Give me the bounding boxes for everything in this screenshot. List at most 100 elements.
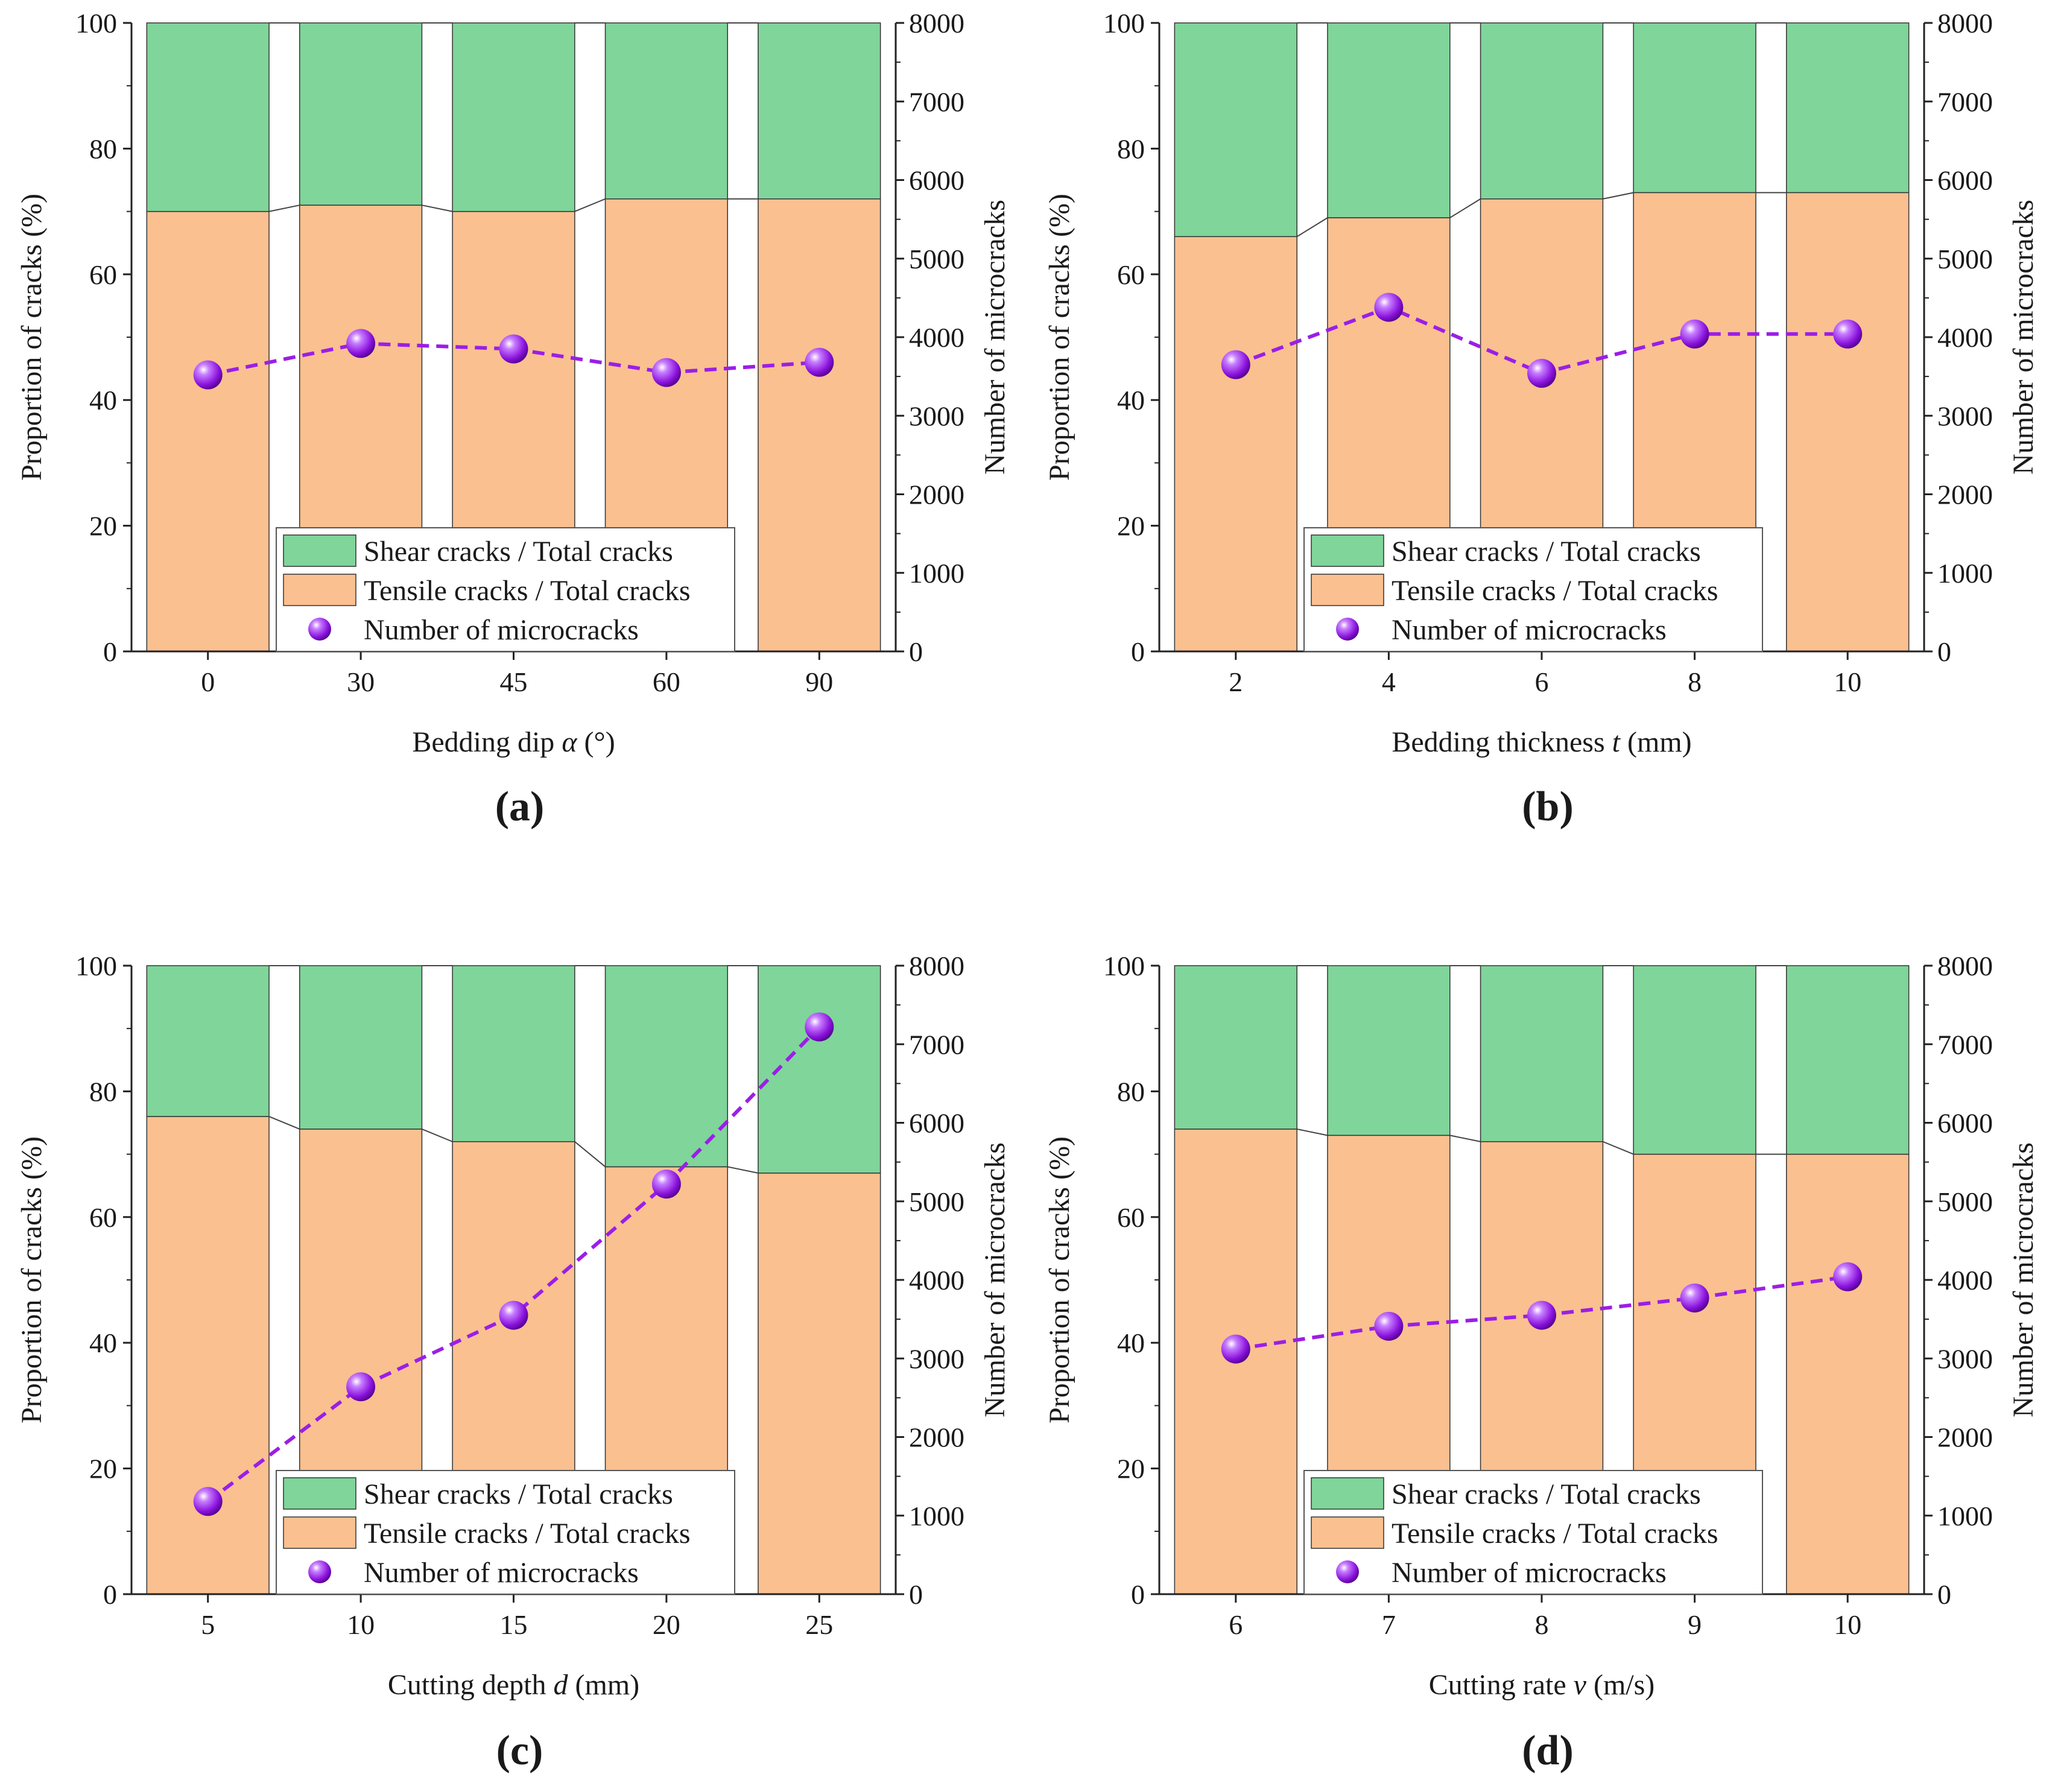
legend-label-microcracks: Number of microcracks [364,614,639,646]
y-axis-title: Proportion of cracks (%) [16,194,48,481]
y-tick-label: 40 [1117,1328,1145,1358]
y2-tick-label: 0 [1937,636,1951,667]
bar-connector-line [1297,1128,1328,1136]
bar-connector-line [268,204,300,212]
legend-marker-microcracks [1336,618,1359,641]
tensile-bar [1786,1153,1910,1595]
legend-label-tensile: Tensile cracks / Total cracks [1392,575,1718,607]
y2-tick-label: 5000 [1937,1186,1993,1217]
y2-tick-label: 3000 [1937,401,1993,431]
x-axis-title-prefix: Bedding dip [412,726,562,758]
microcracks-point [499,1300,528,1330]
x-axis-title: Cutting rate v (m/s) [1429,1669,1655,1701]
microcracks-point [651,1170,681,1199]
microcracks-point [1680,1283,1709,1312]
bar-connector-line [1449,198,1481,218]
microcracks-point [651,358,681,387]
tensile-bar [146,1116,270,1595]
x-tick-label: 4 [1382,666,1396,697]
legend-label-tensile: Tensile cracks / Total cracks [364,575,691,607]
y-tick-label: 60 [89,1202,117,1233]
legend-swatch-shear [283,534,356,567]
x-axis-title: Bedding thickness t (mm) [1392,726,1691,758]
y2-tick-label: 1000 [1937,1501,1993,1531]
y2-tick-label: 2000 [909,1422,964,1453]
y-tick-label: 80 [1117,1076,1145,1107]
shear-bar [1480,22,1604,200]
shear-bar [1633,22,1756,194]
legend: Shear cracks / Total cracks Tensile crack… [276,527,735,652]
legend-swatch-shear [1311,1477,1384,1510]
shear-bar [452,22,575,212]
y2-tick-label: 1000 [1937,558,1993,589]
legend-label-microcracks: Number of microcracks [364,1557,639,1589]
microcracks-point [1833,319,1863,349]
x-axis-title-suffix: (mm) [1620,726,1692,758]
legend: Shear cracks / Total cracks Tensile crack… [1303,527,1763,652]
y-axis-title: Proportion of cracks (%) [16,1136,48,1423]
microcracks-point [346,329,376,358]
x-tick-label: 30 [347,666,375,697]
tensile-bar [758,198,881,652]
y2-tick-label: 6000 [909,165,964,196]
bar-connector-line [1296,217,1328,238]
legend-label-microcracks: Number of microcracks [1392,1557,1667,1589]
y2-tick-label: 1000 [909,558,964,589]
y-tick-label: 20 [89,511,117,542]
microcracks-point [1680,319,1709,349]
y-tick-label: 0 [1131,636,1145,667]
microcracks-line [206,1025,821,1503]
y2-tick-label: 5000 [909,1186,964,1217]
panel-label: (c) [496,1727,543,1774]
y-tick-label: 100 [1103,8,1145,39]
shear-bar [1633,965,1756,1155]
legend-swatch-tensile [283,1516,356,1549]
y2-tick-label: 7000 [1937,86,1993,117]
x-tick-label: 9 [1688,1609,1702,1640]
shear-bar [1327,965,1451,1136]
y-tick-label: 100 [75,8,117,39]
chart-panel-c: 0204060801000100020003000400050006000700… [16,951,1011,1774]
microcracks-line [1235,1274,1848,1351]
x-tick-label: 0 [201,666,215,697]
y-tick-label: 60 [1117,259,1145,290]
shear-bar [1480,965,1604,1142]
y2-tick-label: 7000 [909,86,964,117]
y2-axis-title: Number of microcracks [979,200,1011,475]
shear-bar [604,965,729,1168]
y2-tick-label: 5000 [909,244,964,274]
y-tick-label: 0 [103,636,117,667]
x-axis-title-suffix: (mm) [568,1669,640,1701]
chart-panel-d: 0204060801000100020003000400050006000700… [1043,951,2039,1774]
microcracks-point [1221,1334,1250,1364]
bar-connector-line [1603,1141,1634,1155]
x-axis-title-variable: d [554,1669,569,1701]
x-axis-title-variable: t [1612,726,1621,758]
shear-bar [299,22,423,206]
legend-swatch-shear [283,1477,356,1510]
legend: Shear cracks / Total cracks Tensile crack… [276,1470,735,1595]
legend-swatch-shear [1311,534,1384,567]
x-tick-label: 5 [201,1609,215,1640]
y2-tick-label: 8000 [909,8,964,39]
x-axis-title-prefix: Cutting rate [1429,1669,1574,1701]
x-tick-label: 60 [653,666,680,697]
y2-tick-label: 4000 [1937,322,1993,353]
x-tick-label: 20 [653,1609,680,1640]
legend-swatch-tensile [283,574,356,606]
chart-panel-a: 0204060801000100020003000400050006000700… [16,8,1011,830]
y2-tick-label: 4000 [909,322,964,353]
x-axis-title-prefix: Cutting depth [388,1669,554,1701]
y-axis-title: Proportion of cracks (%) [1043,194,1075,481]
shear-bar [299,965,423,1130]
x-tick-label: 90 [805,666,833,697]
x-tick-label: 10 [347,1609,375,1640]
y2-axis-title: Number of microcracks [2007,200,2039,475]
legend-swatch-tensile [1311,1516,1384,1549]
y-axis-title: Proportion of cracks (%) [1043,1136,1075,1423]
x-axis-title-variable: α [562,726,577,758]
x-axis-title-suffix: (°) [577,726,615,758]
tensile-bar [758,1173,881,1595]
y2-tick-label: 4000 [1937,1265,1993,1296]
x-axis-title: Bedding dip α (°) [412,726,615,758]
